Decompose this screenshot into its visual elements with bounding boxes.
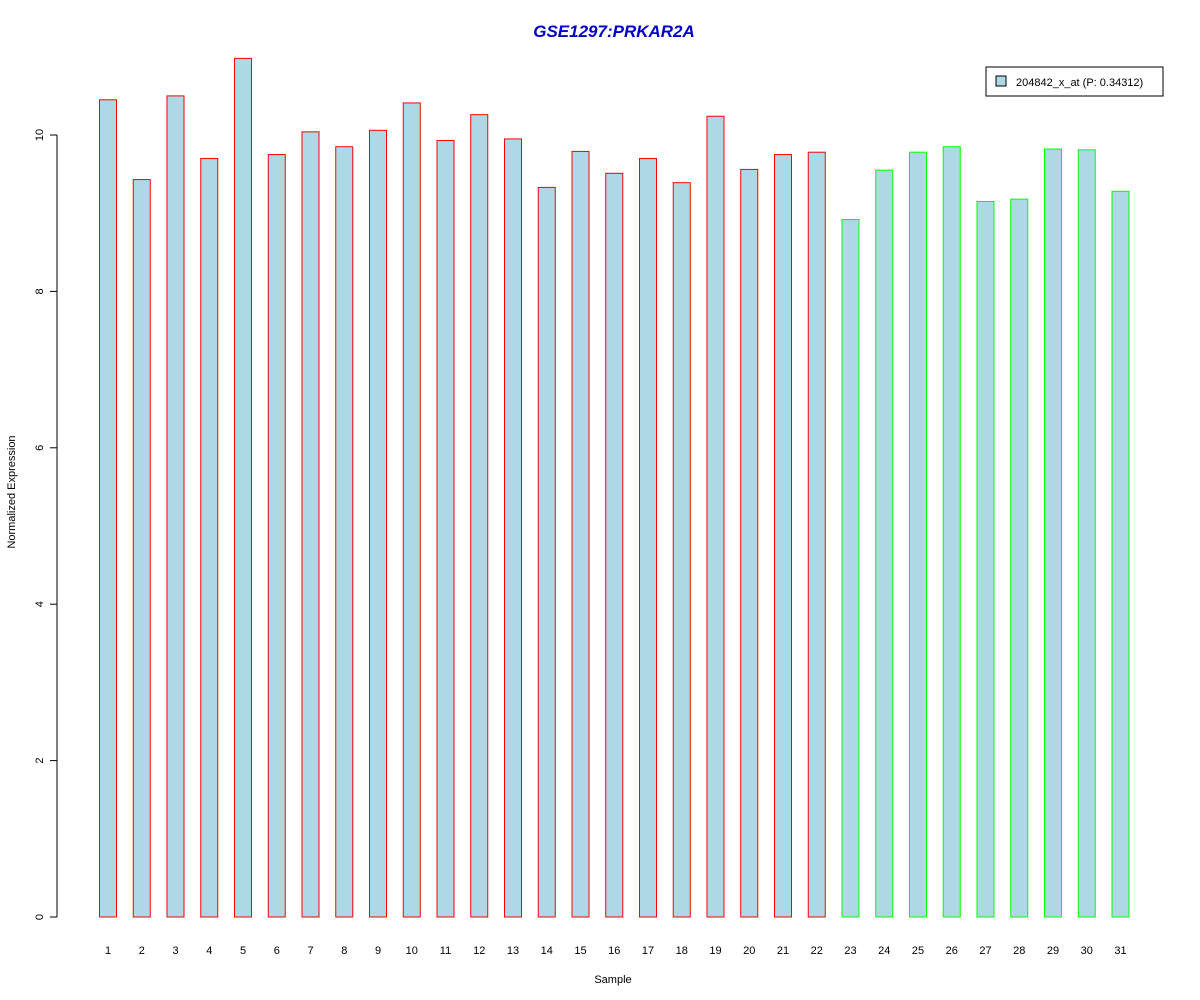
y-tick-label: 8 xyxy=(34,288,46,294)
x-tick-label: 24 xyxy=(878,945,890,957)
x-tick-label: 14 xyxy=(541,945,553,957)
x-tick-label: 30 xyxy=(1081,945,1093,957)
bar-sample-19 xyxy=(706,115,725,918)
y-tick-label: 2 xyxy=(34,758,46,764)
bar-sample-16 xyxy=(605,172,624,918)
legend-label: 204842_x_at (P: 0.34312) xyxy=(1016,77,1143,89)
x-tick-label: 12 xyxy=(473,945,485,957)
bar-sample-6 xyxy=(267,154,286,918)
bar-sample-5 xyxy=(234,57,252,918)
bar-sample-26 xyxy=(942,146,961,918)
x-tick-label: 10 xyxy=(406,945,418,957)
x-tick-label: 11 xyxy=(440,945,451,957)
bar-sample-13 xyxy=(504,138,522,918)
x-tick-label: 5 xyxy=(240,945,246,957)
x-axis-label: Sample xyxy=(594,974,631,986)
x-tick-label: 20 xyxy=(743,945,755,957)
x-tick-label: 27 xyxy=(979,945,991,957)
bar-sample-15 xyxy=(571,150,590,918)
x-tick-label: 2 xyxy=(139,945,145,957)
y-axis-label: Normalized Expression xyxy=(6,435,18,548)
bar-sample-18 xyxy=(672,182,691,918)
x-tick-label: 17 xyxy=(642,945,654,957)
bar-sample-7 xyxy=(301,131,320,918)
bar-sample-2 xyxy=(132,179,151,918)
x-tick-label: 4 xyxy=(206,945,212,957)
bar-sample-14 xyxy=(537,186,556,918)
bar-sample-11 xyxy=(436,139,455,918)
x-tick-label: 25 xyxy=(912,945,924,957)
bar-sample-31 xyxy=(1111,190,1130,918)
x-tick-label: 21 xyxy=(777,945,789,957)
x-tick-label: 13 xyxy=(507,945,519,957)
x-tick-label: 16 xyxy=(608,945,620,957)
y-axis: 0 2 4 6 8 10 xyxy=(34,129,58,920)
x-tick-label: 22 xyxy=(811,945,823,957)
bar-sample-28 xyxy=(1010,198,1029,918)
bar-sample-24 xyxy=(875,169,894,918)
y-tick-label: 6 xyxy=(34,445,46,451)
x-tick-label: 8 xyxy=(341,945,347,957)
x-tick-labels: 1 2 3 4 5 6 7 8 9 10 11 12 13 14 15 16 17 18 19 20 21 22 23 24 2… xyxy=(105,945,1127,957)
x-tick-label: 26 xyxy=(946,945,958,957)
x-tick-label: 18 xyxy=(676,945,688,957)
bar-sample-3 xyxy=(166,95,185,918)
bar-sample-12 xyxy=(470,114,489,918)
chart-title: GSE1297:PRKAR2A xyxy=(533,22,695,41)
bar-sample-29 xyxy=(1044,148,1062,918)
bar-sample-9 xyxy=(369,129,387,918)
x-tick-label: 3 xyxy=(172,945,178,957)
bar-sample-21 xyxy=(774,154,792,918)
x-tick-label: 29 xyxy=(1047,945,1059,957)
y-tick-label: 4 xyxy=(34,601,46,607)
y-tick-label: 10 xyxy=(34,129,46,141)
x-tick-label: 15 xyxy=(574,945,586,957)
bar-sample-20 xyxy=(740,168,759,918)
legend-box xyxy=(985,66,1164,97)
x-tick-label: 6 xyxy=(274,945,280,957)
legend-swatch xyxy=(995,75,1007,87)
x-tick-label: 7 xyxy=(307,945,313,957)
bar-sample-10 xyxy=(402,102,421,918)
bar-sample-22 xyxy=(807,151,826,918)
bar-sample-8 xyxy=(335,146,354,918)
bars xyxy=(99,57,1130,918)
x-tick-label: 9 xyxy=(375,945,381,957)
bar-sample-30 xyxy=(1077,149,1096,918)
bar-sample-1 xyxy=(99,99,117,918)
bar-sample-25 xyxy=(909,151,927,918)
y-tick-label: 0 xyxy=(34,914,46,920)
x-tick-label: 31 xyxy=(1114,945,1126,957)
bar-sample-27 xyxy=(976,200,995,918)
bar-sample-4 xyxy=(200,157,219,918)
x-tick-label: 23 xyxy=(844,945,856,957)
x-tick-label: 19 xyxy=(709,945,721,957)
x-tick-label: 28 xyxy=(1013,945,1025,957)
x-tick-label: 1 xyxy=(105,945,111,957)
bar-sample-17 xyxy=(639,157,657,918)
bar-sample-23 xyxy=(841,218,860,918)
legend: 204842_x_at (P: 0.34312) xyxy=(985,66,1164,97)
